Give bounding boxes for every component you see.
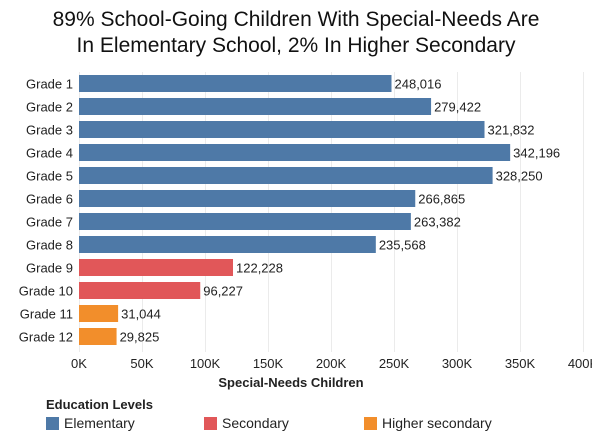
bar <box>79 121 485 138</box>
x-tick-label: 250K <box>379 356 410 371</box>
data-label: 235,568 <box>379 238 426 253</box>
x-tick-label: 150K <box>253 356 284 371</box>
bar <box>79 144 511 161</box>
bar <box>79 282 201 299</box>
legend-title: Education Levels <box>46 397 153 412</box>
data-label: 31,044 <box>121 307 161 322</box>
category-label: Grade 9 <box>26 261 73 276</box>
x-tick-label: 50K <box>130 356 153 371</box>
legend-item-secondary: Secondary <box>204 414 289 432</box>
category-label: Grade 6 <box>26 192 73 207</box>
legend-item-elementary: Elementary <box>46 414 135 432</box>
data-label: 328,250 <box>496 169 543 184</box>
data-label: 266,865 <box>418 192 465 207</box>
bar <box>79 305 119 322</box>
bar <box>79 236 376 253</box>
legend-label-secondary: Secondary <box>222 415 289 431</box>
bar <box>79 190 416 207</box>
legend-swatch-elementary <box>46 416 59 430</box>
category-label: Grade 8 <box>26 238 73 253</box>
bar <box>79 98 432 115</box>
chart-title-line-1: 89% School-Going Children With Special-N… <box>52 8 540 31</box>
data-label: 96,227 <box>203 284 243 299</box>
bar <box>79 328 117 345</box>
data-label: 248,016 <box>395 77 442 92</box>
legend-item-higher-secondary: Higher secondary <box>364 414 492 432</box>
bar <box>79 75 392 92</box>
bar <box>79 259 234 276</box>
x-axis-title: Special-Needs Children <box>218 375 363 390</box>
data-label: 342,196 <box>513 146 560 161</box>
bar <box>79 213 411 230</box>
data-label: 263,382 <box>414 215 461 230</box>
legend-swatch-higher-secondary <box>364 416 377 430</box>
legend-label-higher-secondary: Higher secondary <box>382 415 492 431</box>
bar <box>79 167 493 184</box>
data-label: 321,832 <box>488 123 535 138</box>
x-tick-label: 200K <box>316 356 347 371</box>
x-tick-label: 100K <box>190 356 221 371</box>
category-label: Grade 5 <box>26 169 73 184</box>
category-label: Grade 11 <box>20 307 73 322</box>
category-label: Grade 3 <box>26 123 73 138</box>
category-label: Grade 10 <box>19 284 73 299</box>
chart-title-line-2: In Elementary School, 2% In Higher Secon… <box>76 34 516 57</box>
legend-label-elementary: Elementary <box>64 415 135 431</box>
category-label: Grade 2 <box>26 100 73 115</box>
x-tick-label: 350K <box>505 356 536 371</box>
data-label: 29,825 <box>120 330 160 345</box>
category-label: Grade 4 <box>26 146 73 161</box>
category-label: Grade 12 <box>19 330 73 345</box>
x-tick-label: 300K <box>442 356 473 371</box>
category-label: Grade 1 <box>26 77 73 92</box>
legend-swatch-secondary <box>204 416 217 430</box>
x-tick-label: 0K <box>71 356 87 371</box>
data-label: 122,228 <box>236 261 283 276</box>
data-label: 279,422 <box>434 100 481 115</box>
x-tick-label: 400K <box>568 356 592 371</box>
category-label: Grade 7 <box>26 215 73 230</box>
